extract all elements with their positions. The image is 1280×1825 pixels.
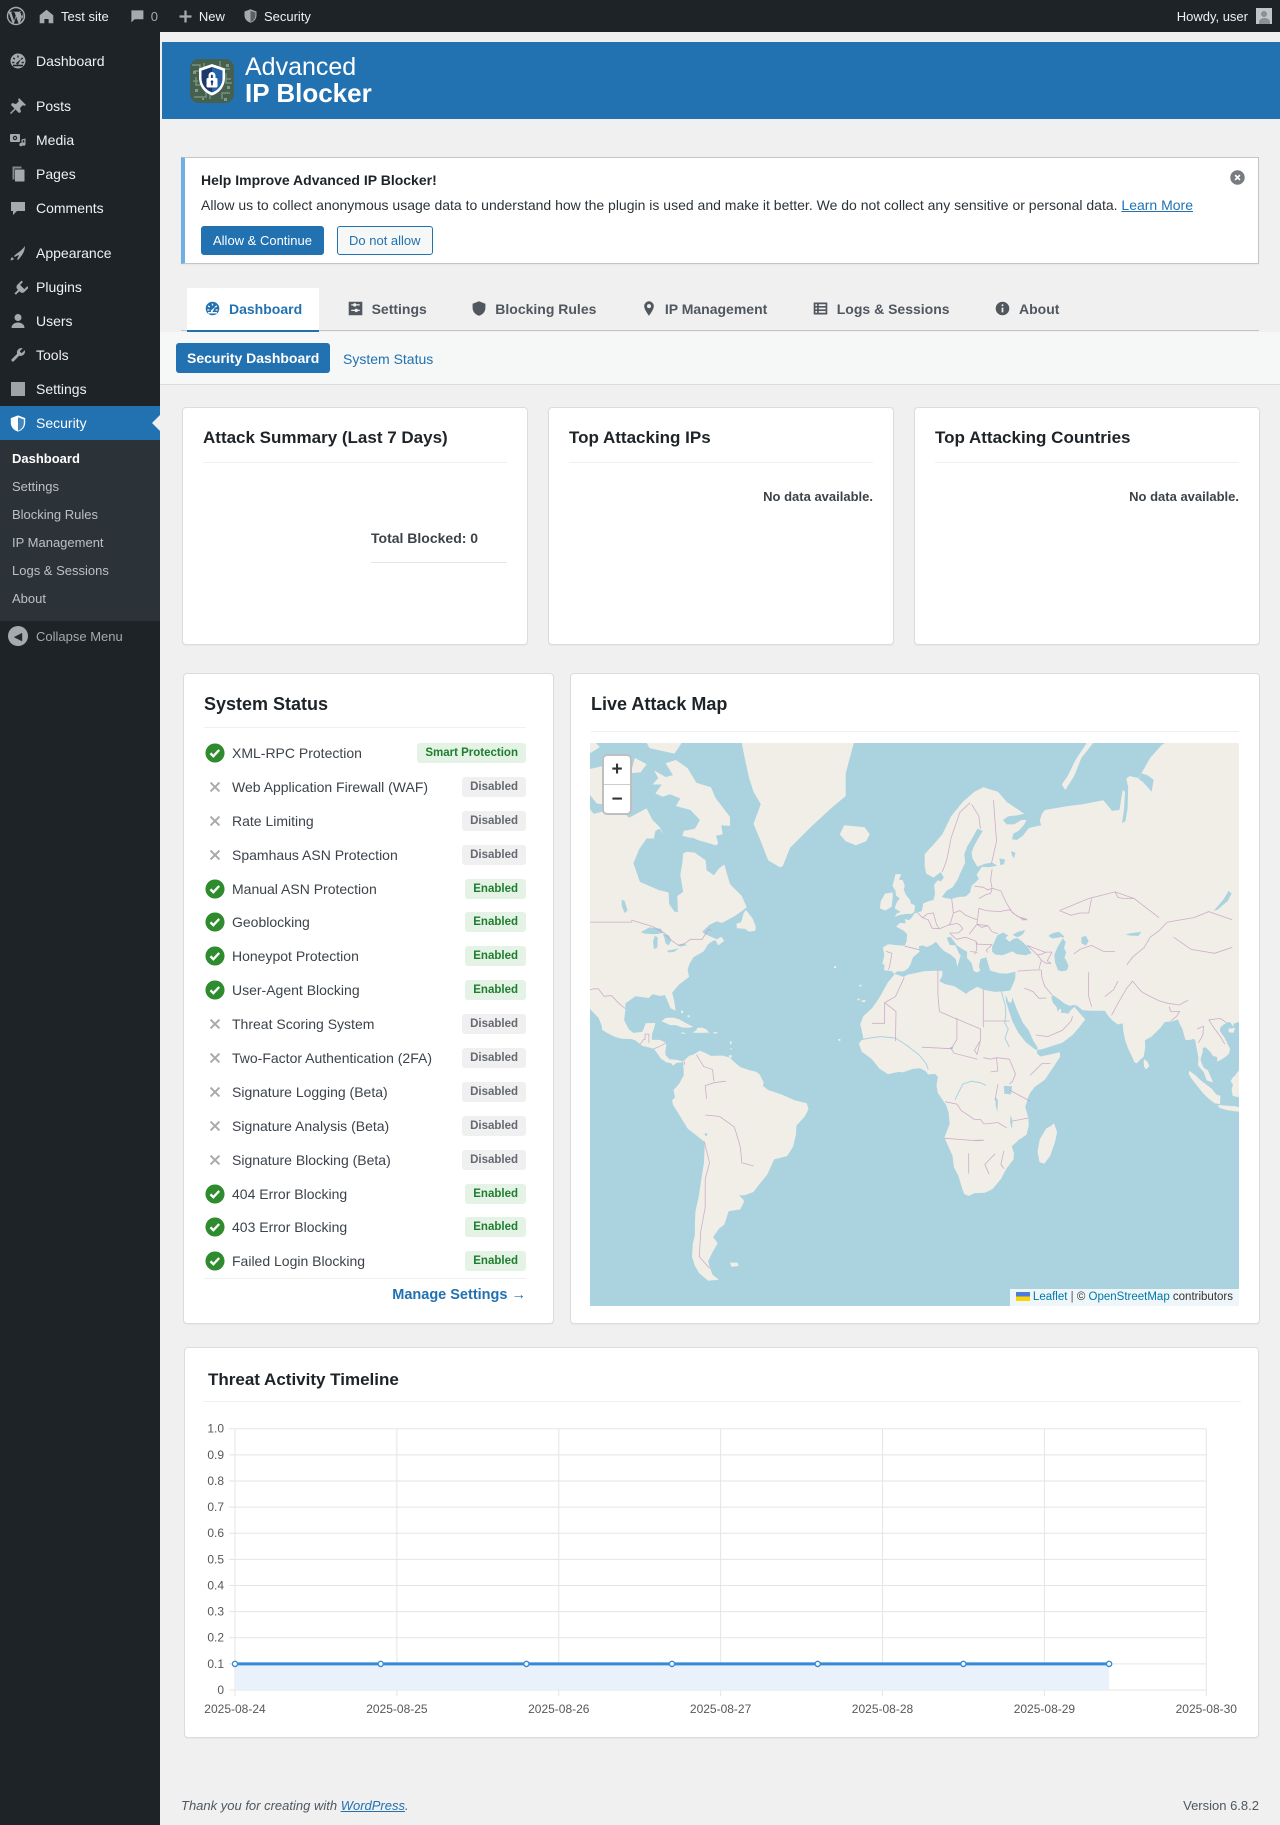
svg-text:2025-08-30: 2025-08-30: [1176, 1702, 1238, 1716]
svg-text:2025-08-24: 2025-08-24: [204, 1702, 266, 1716]
svg-text:0.7: 0.7: [207, 1500, 224, 1514]
svg-text:2025-08-28: 2025-08-28: [852, 1702, 914, 1716]
svg-text:0.6: 0.6: [207, 1526, 224, 1540]
svg-text:0.2: 0.2: [207, 1631, 224, 1645]
svg-text:2025-08-26: 2025-08-26: [528, 1702, 590, 1716]
svg-text:0.9: 0.9: [207, 1448, 224, 1462]
svg-text:0.1: 0.1: [207, 1657, 224, 1671]
svg-text:0.4: 0.4: [207, 1579, 224, 1593]
svg-text:0.3: 0.3: [207, 1605, 224, 1619]
svg-text:2025-08-25: 2025-08-25: [366, 1702, 428, 1716]
svg-text:2025-08-27: 2025-08-27: [690, 1702, 752, 1716]
svg-text:0.8: 0.8: [207, 1474, 224, 1488]
svg-text:0: 0: [217, 1683, 224, 1697]
svg-text:1.0: 1.0: [207, 1422, 224, 1436]
svg-text:0.5: 0.5: [207, 1552, 224, 1566]
svg-text:2025-08-29: 2025-08-29: [1014, 1702, 1076, 1716]
svg-text:Threat Activity Timeline: Threat Activity Timeline: [208, 1370, 399, 1389]
